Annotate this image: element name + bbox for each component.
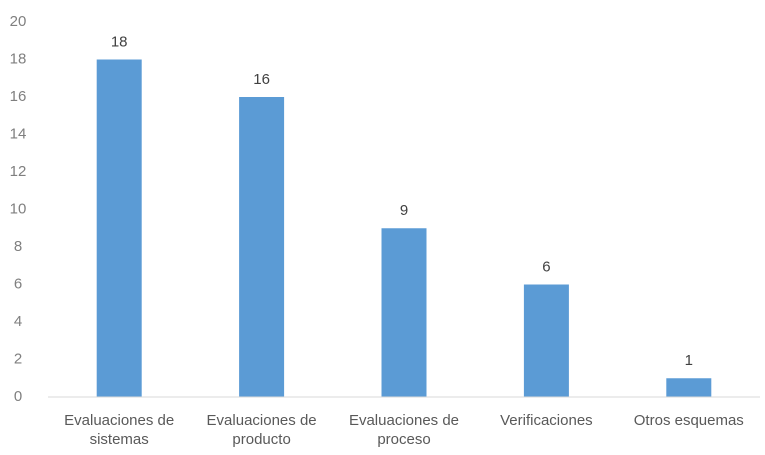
value-label: 1 [685,352,693,369]
y-tick-label: 8 [14,238,22,255]
bar [381,228,427,397]
x-tick-label: Evaluaciones de proceso [348,412,460,448]
y-tick-label: 10 [10,200,27,217]
x-tick-label: Evaluaciones de producto [206,412,317,448]
y-tick-label: 12 [10,163,27,180]
bar [666,378,712,397]
x-tick-label: Otros esquemas [633,412,744,429]
bar [239,97,285,397]
y-tick-label: 14 [10,125,27,142]
bar [523,284,569,397]
y-tick-label: 4 [14,313,22,330]
value-label: 16 [253,71,270,88]
y-tick-label: 16 [10,88,27,105]
y-tick-label: 18 [10,50,27,67]
y-tick-label: 0 [14,388,22,405]
x-tick-label: Verificaciones [500,412,593,429]
y-tick-label: 6 [14,275,22,292]
x-tick-label: Evaluaciones de sistemas [64,412,175,448]
value-label: 18 [111,33,128,50]
value-label: 6 [542,258,550,275]
value-label: 9 [400,202,408,219]
bar [96,59,142,397]
y-tick-label: 2 [14,350,22,367]
y-tick-label: 20 [10,13,27,30]
